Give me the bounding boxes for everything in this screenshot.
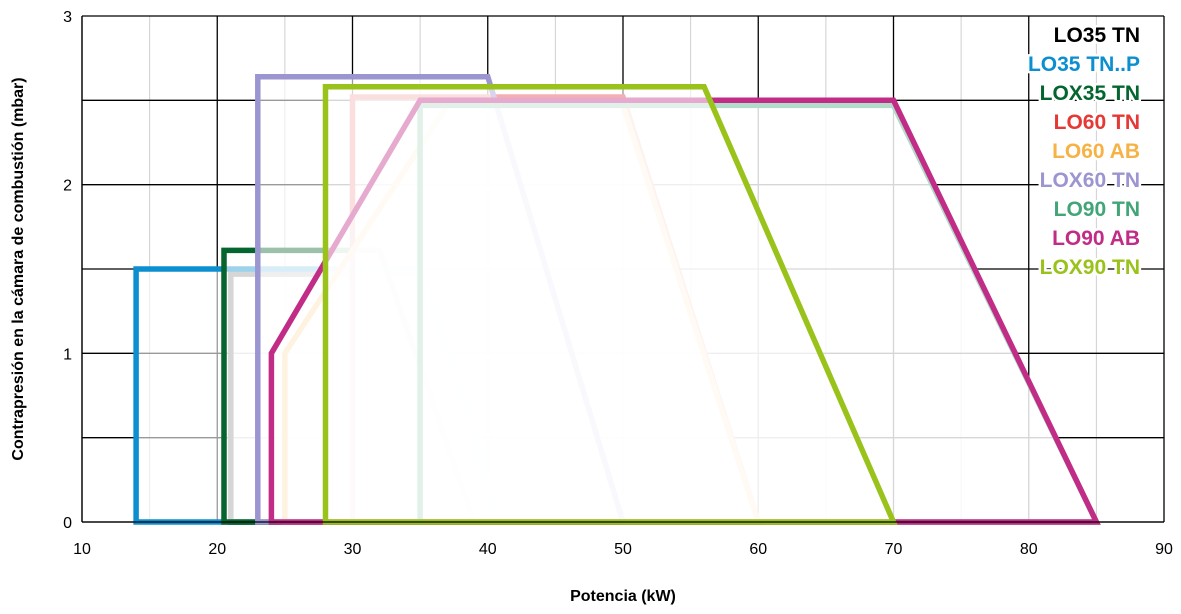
legend-entry: LO60 AB	[1052, 140, 1140, 163]
x-tick-label: 40	[479, 541, 497, 558]
legend-entry: LO90 AB	[1052, 227, 1140, 250]
legend-entry: LOX90 TN	[1040, 256, 1140, 279]
x-tick-label: 70	[885, 541, 903, 558]
legend-entry: LOX60 TN	[1040, 169, 1140, 192]
x-tick-label: 50	[614, 541, 632, 558]
legend-entry: LOX35 TN	[1040, 82, 1140, 105]
x-tick-label: 30	[344, 541, 362, 558]
x-tick-label: 80	[1020, 541, 1038, 558]
x-tick-label: 90	[1155, 541, 1173, 558]
y-tick-label: 1	[63, 346, 72, 363]
y-tick-label: 2	[63, 178, 72, 195]
y-tick-label: 3	[63, 9, 72, 26]
legend-entry: LO35 TN..P	[1028, 53, 1140, 76]
series-layer	[133, 73, 1101, 525]
x-tick-label: 60	[749, 541, 767, 558]
x-tick-label: 10	[73, 541, 91, 558]
legend-entry: LO60 TN	[1054, 111, 1140, 134]
legend-entry: LO35 TN	[1054, 24, 1140, 47]
y-tick-label: 0	[63, 515, 72, 532]
tick-labels: 10 20 30 40 50 60 70 80 90 0 1 2 3	[63, 9, 1173, 558]
y-axis-title: Contrapresión en la cámara de combustión…	[10, 77, 27, 460]
x-axis-title: Potencia (kW)	[570, 588, 676, 605]
legend: LO35 TN LO35 TN..P LOX35 TN LO60 TN LO60 AB L…	[1025, 22, 1142, 282]
axes	[81, 16, 1164, 523]
legend-entry: LO90 TN	[1054, 198, 1140, 221]
x-tick-label: 20	[208, 541, 226, 558]
